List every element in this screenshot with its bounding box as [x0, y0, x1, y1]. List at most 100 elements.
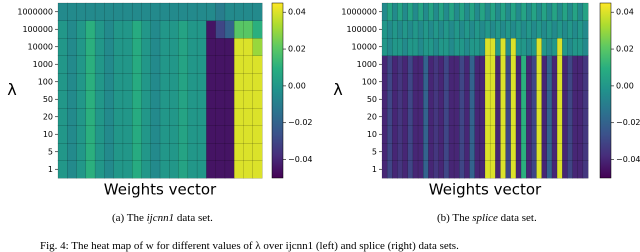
- heat-cell: [489, 72, 496, 91]
- heat-cell: [85, 2, 96, 21]
- heat-cell: [206, 72, 217, 91]
- heat-cell: [141, 125, 152, 144]
- heat-cell: [178, 72, 189, 91]
- heat-cell: [474, 160, 481, 179]
- heat-cell: [113, 160, 124, 179]
- heat-cell: [577, 72, 584, 91]
- heat-cell: [206, 20, 217, 39]
- heat-cell: [526, 90, 532, 109]
- heat-cell: [536, 72, 543, 91]
- heat-cell: [526, 142, 532, 161]
- heat-cell: [479, 20, 486, 39]
- y-tick-label: 10: [43, 130, 53, 139]
- heat-cell: [448, 90, 455, 109]
- heat-cell: [187, 107, 198, 126]
- heat-cell: [489, 55, 496, 74]
- heat-cell: [572, 72, 579, 91]
- heat-cell: [484, 142, 491, 161]
- heat-cell: [386, 125, 393, 144]
- heat-cell: [196, 142, 207, 161]
- y-tick-label: 10000: [28, 42, 53, 51]
- heat-cell: [169, 107, 180, 126]
- heat-cell: [562, 160, 568, 179]
- heat-cell: [448, 142, 455, 161]
- heat-cell: [531, 20, 537, 39]
- heat-cell: [582, 20, 589, 39]
- heat-cell: [187, 160, 198, 179]
- heat-cell: [141, 55, 152, 74]
- heat-cell: [546, 2, 553, 21]
- heat-cell: [448, 107, 455, 126]
- heat-cell: [67, 107, 78, 126]
- heat-cell: [541, 2, 548, 21]
- heat-cell: [469, 2, 476, 21]
- heat-cell: [243, 37, 254, 56]
- y-tick-label: 1000: [357, 60, 377, 69]
- heat-cell: [224, 160, 235, 179]
- heat-cell: [556, 160, 563, 179]
- heat-cell: [57, 125, 68, 144]
- heat-cell: [515, 20, 522, 39]
- heat-cell: [397, 107, 404, 126]
- figure: 1 5 10 20 50 100 1000 10000 100000 1000000 Weights…: [7, 2, 640, 199]
- heat-cell: [407, 107, 414, 126]
- heat-cell: [402, 125, 409, 144]
- y-axis-label: λ: [7, 80, 16, 99]
- heat-cell: [464, 37, 471, 56]
- heat-cell: [131, 55, 142, 74]
- heat-cell: [169, 20, 180, 39]
- heat-cell: [546, 90, 553, 109]
- heat-cell: [531, 107, 537, 126]
- colorbar-tick-label: 0.04: [288, 8, 306, 17]
- heat-cell: [196, 72, 207, 91]
- heat-cell: [572, 2, 579, 21]
- heat-cell: [104, 90, 115, 109]
- heat-cell: [233, 107, 244, 126]
- heat-cell: [224, 2, 235, 21]
- heat-cell: [500, 107, 507, 126]
- heat-cell: [515, 160, 522, 179]
- heat-cell: [233, 160, 244, 179]
- heat-cell: [196, 55, 207, 74]
- heat-cell: [417, 142, 424, 161]
- heat-cell: [233, 20, 244, 39]
- heat-cell: [141, 160, 152, 179]
- heat-cell: [459, 55, 465, 74]
- heat-cell: [94, 37, 105, 56]
- heat-cell: [469, 72, 476, 91]
- y-tick-label: 100: [38, 77, 53, 86]
- heat-cell: [76, 125, 87, 144]
- heat-cell: [469, 55, 476, 74]
- heat-cell: [459, 90, 465, 109]
- heat-cell: [556, 142, 563, 161]
- heat-cell: [489, 90, 496, 109]
- heat-cell: [233, 125, 244, 144]
- heat-cell: [546, 107, 553, 126]
- heat-cell: [122, 37, 133, 56]
- heat-cell: [464, 142, 471, 161]
- heat-cell: [489, 37, 496, 56]
- heat-cell: [505, 107, 512, 126]
- heat-cell: [546, 37, 553, 56]
- heat-cell: [417, 2, 424, 21]
- heat-cell: [243, 160, 254, 179]
- heat-cell: [541, 142, 548, 161]
- y-tick-label: 1: [48, 165, 53, 174]
- heat-cell: [159, 72, 170, 91]
- heat-cell: [469, 160, 476, 179]
- heat-cell: [572, 142, 579, 161]
- heat-cell: [572, 20, 579, 39]
- heat-cell: [443, 107, 450, 126]
- heat-cell: [150, 72, 161, 91]
- heat-cell: [76, 55, 87, 74]
- colorbar-tick-label: 0.00: [616, 81, 634, 90]
- heat-cell: [433, 55, 440, 74]
- heat-cell: [412, 107, 419, 126]
- heat-cell: [131, 2, 142, 21]
- heat-cell: [572, 107, 579, 126]
- heat-cell: [94, 20, 105, 39]
- heat-cell: [505, 20, 512, 39]
- heat-cell: [423, 55, 429, 74]
- heat-cell: [407, 160, 414, 179]
- heat-cell: [417, 125, 424, 144]
